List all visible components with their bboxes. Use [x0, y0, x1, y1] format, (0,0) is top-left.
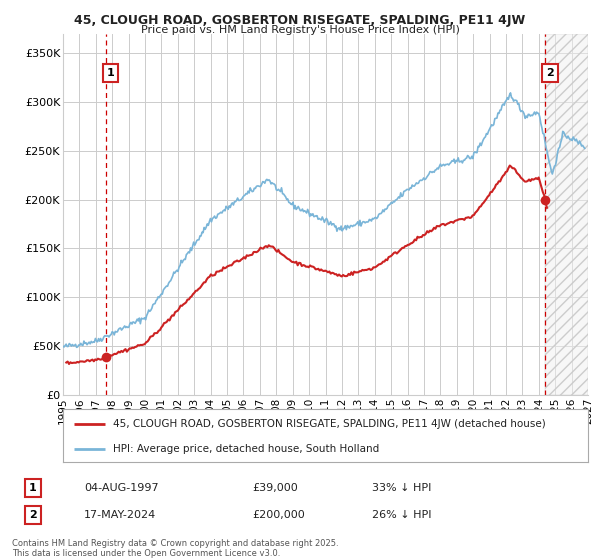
Text: Contains HM Land Registry data © Crown copyright and database right 2025.
This d: Contains HM Land Registry data © Crown c… [12, 539, 338, 558]
Text: 17-MAY-2024: 17-MAY-2024 [84, 510, 156, 520]
Text: 04-AUG-1997: 04-AUG-1997 [84, 483, 158, 493]
Text: 33% ↓ HPI: 33% ↓ HPI [372, 483, 431, 493]
Text: 45, CLOUGH ROAD, GOSBERTON RISEGATE, SPALDING, PE11 4JW (detached house): 45, CLOUGH ROAD, GOSBERTON RISEGATE, SPA… [113, 419, 545, 429]
Text: 1: 1 [29, 483, 37, 493]
Text: 2: 2 [546, 68, 554, 78]
Text: 26% ↓ HPI: 26% ↓ HPI [372, 510, 431, 520]
Text: HPI: Average price, detached house, South Holland: HPI: Average price, detached house, Sout… [113, 444, 379, 454]
Text: £200,000: £200,000 [252, 510, 305, 520]
Text: 45, CLOUGH ROAD, GOSBERTON RISEGATE, SPALDING, PE11 4JW: 45, CLOUGH ROAD, GOSBERTON RISEGATE, SPA… [74, 14, 526, 27]
Text: 1: 1 [107, 68, 115, 78]
Text: 2: 2 [29, 510, 37, 520]
Text: £39,000: £39,000 [252, 483, 298, 493]
Text: Price paid vs. HM Land Registry's House Price Index (HPI): Price paid vs. HM Land Registry's House … [140, 25, 460, 35]
